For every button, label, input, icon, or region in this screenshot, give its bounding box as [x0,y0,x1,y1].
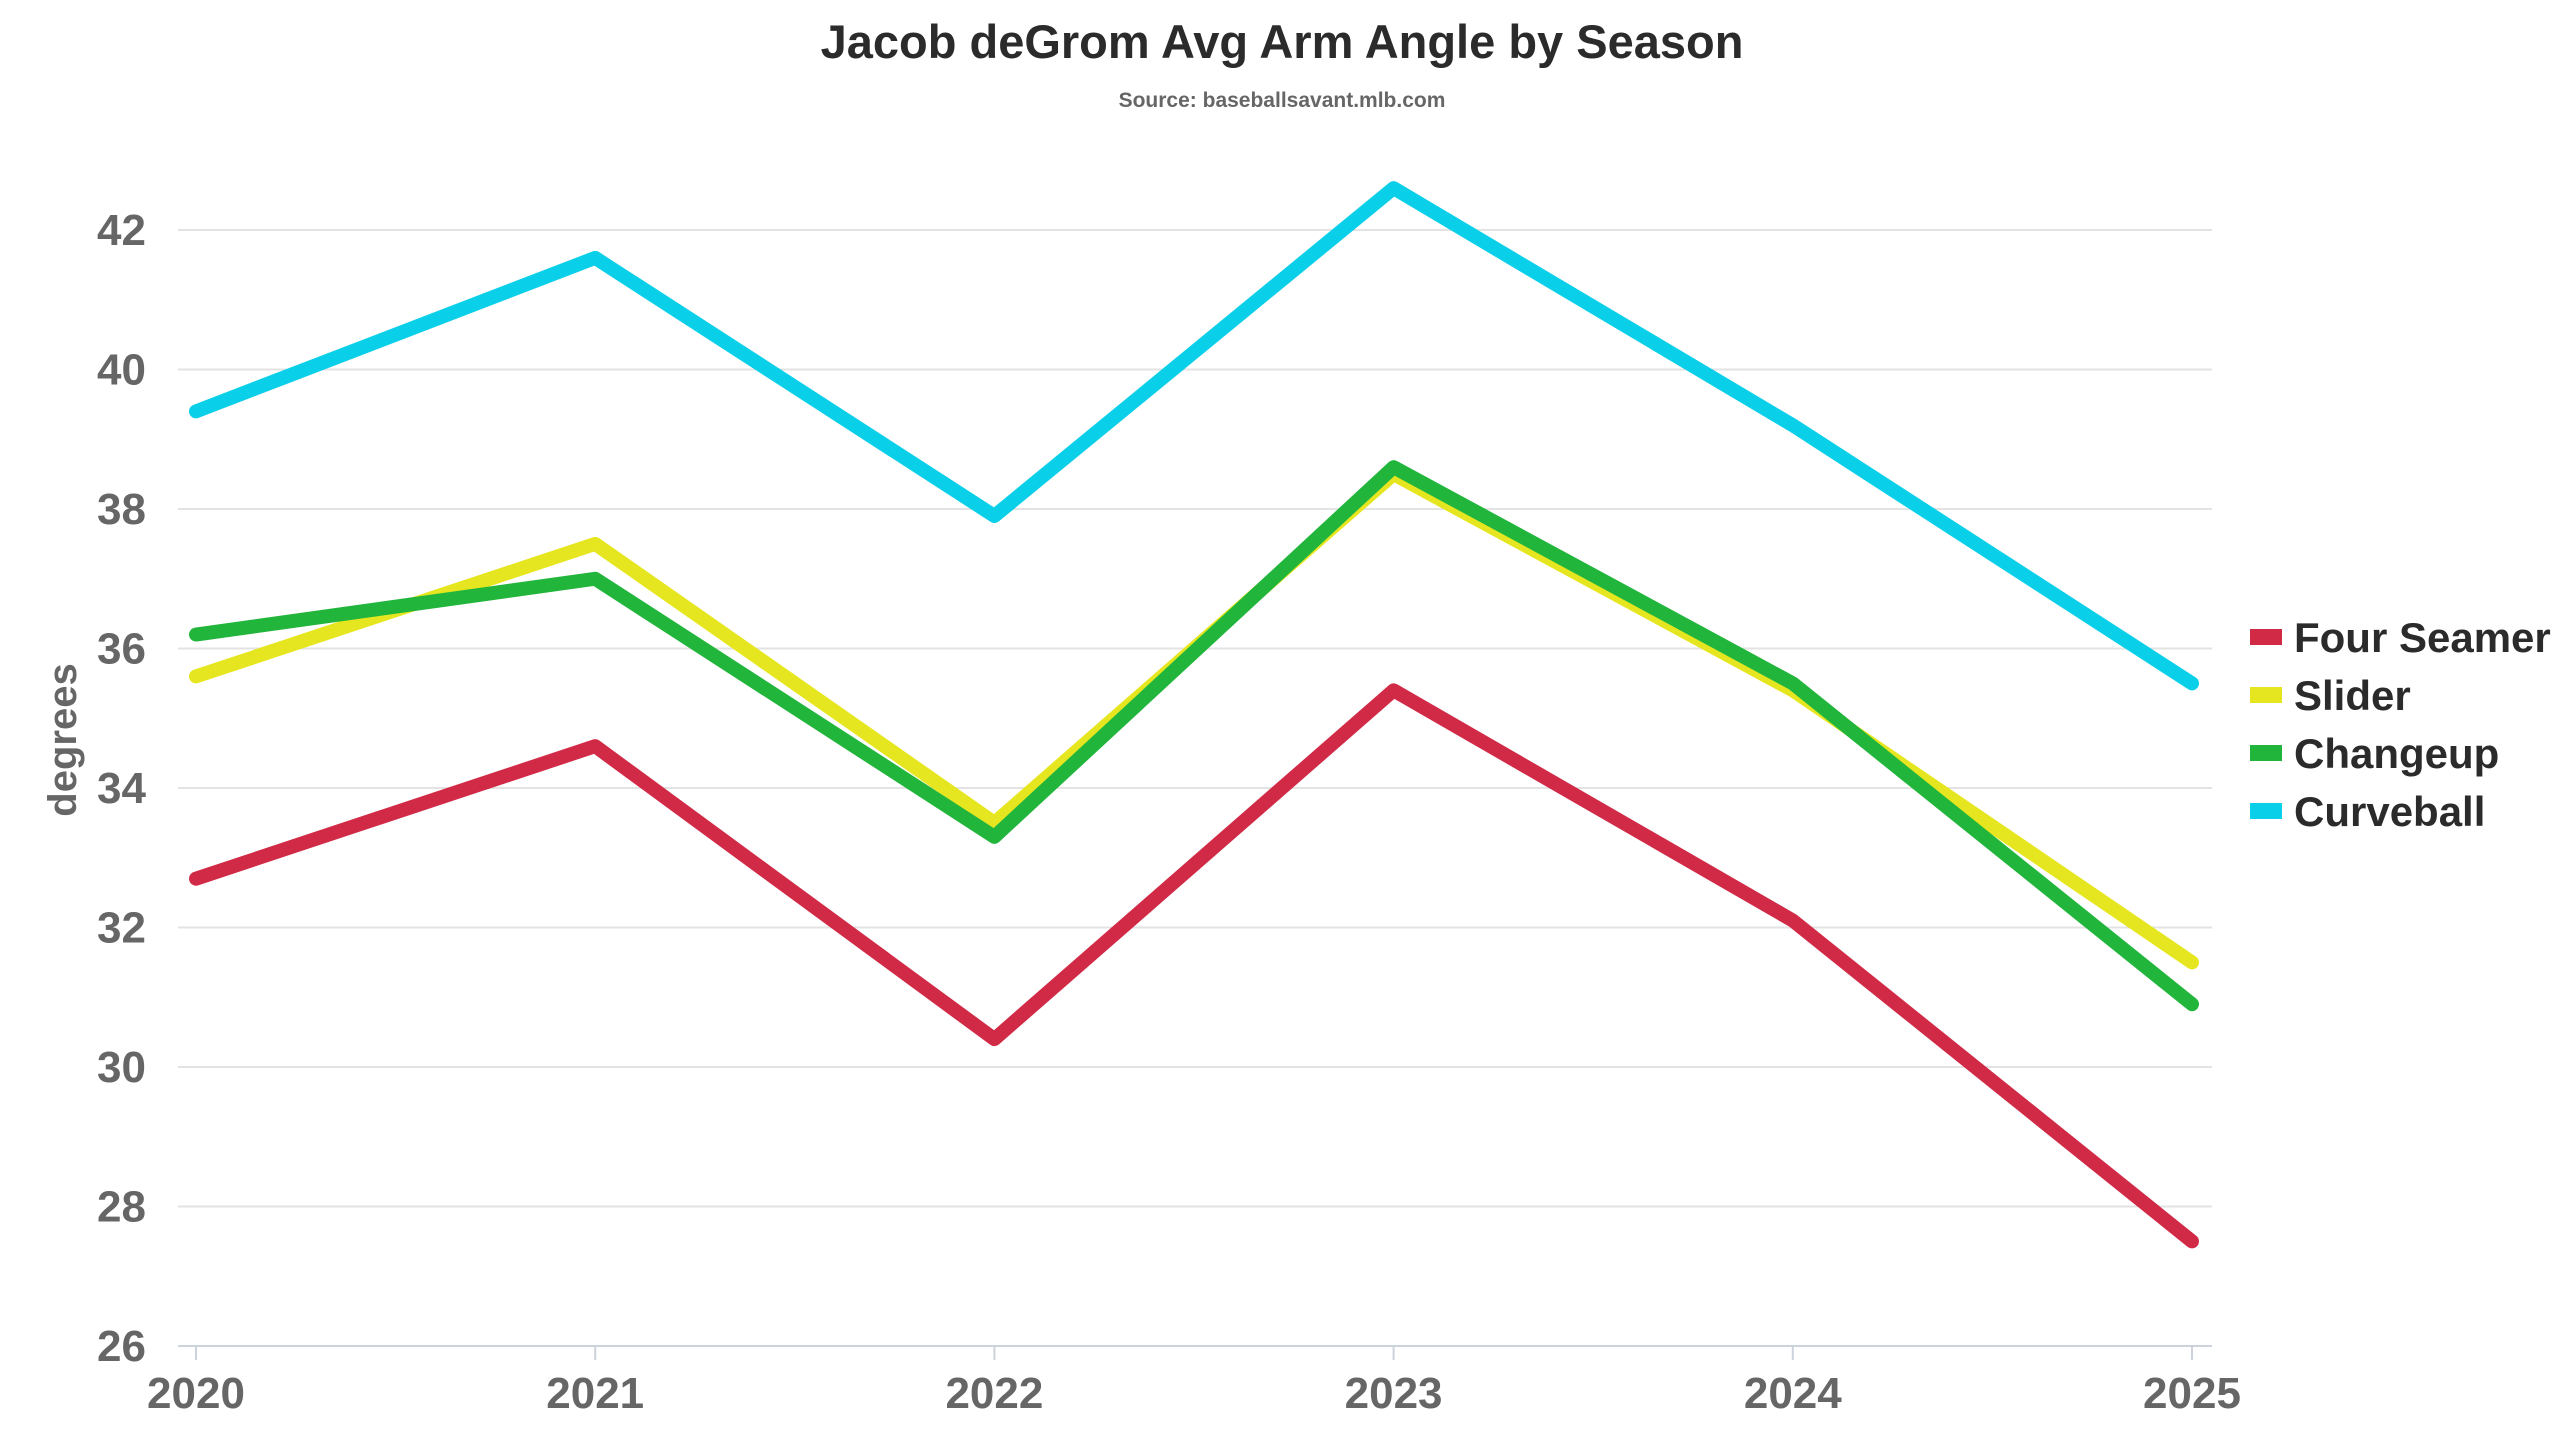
series-line-slider [189,467,2199,970]
y-tick-label: 32 [97,904,146,953]
x-tick-label: 2023 [1345,1369,1443,1418]
legend-swatch [2250,803,2282,819]
series-line-changeup [189,460,2199,1012]
y-tick-label: 26 [97,1322,146,1371]
legend-label: Slider [2294,672,2411,719]
legend-item-slider: Slider [2250,672,2411,719]
legend-item-changeup: Changeup [2250,730,2499,777]
x-tick-label: 2020 [147,1369,245,1418]
series-lines [189,181,2199,1249]
gridlines [178,229,2212,1208]
y-tick-label: 40 [97,346,146,395]
chart-subtitle: Source: baseballsavant.mlb.com [1119,89,1446,112]
x-tick-label: 2024 [1744,1369,1842,1418]
y-tick-label: 42 [97,206,146,255]
axes: 26 28 30 32 34 36 38 40 42 2020 2021 2022 2023 2024 20… [97,206,2241,1418]
legend-label: Curveball [2294,788,2485,835]
y-tick-label: 30 [97,1043,146,1092]
x-tick-label: 2025 [2143,1369,2241,1418]
legend: Four Seamer Slider Changeup Curveball [2250,614,2551,835]
legend-item-four-seamer: Four Seamer [2250,614,2551,661]
legend-swatch [2250,745,2282,761]
series-line-four-seamer [189,683,2199,1249]
x-tick-label: 2021 [546,1369,644,1418]
y-tick-label: 36 [97,625,146,674]
y-axis-title: degrees [41,663,85,816]
legend-item-curveball: Curveball [2250,788,2485,835]
y-tick-label: 38 [97,485,146,534]
legend-swatch [2250,687,2282,703]
chart-title: Jacob deGrom Avg Arm Angle by Season [821,15,1744,68]
legend-label: Four Seamer [2294,614,2551,661]
legend-swatch [2250,629,2282,645]
x-tick-label: 2022 [945,1369,1043,1418]
y-tick-label: 28 [97,1183,146,1232]
y-tick-label: 34 [97,764,146,813]
legend-label: Changeup [2294,730,2499,777]
series-line-curveball [189,181,2199,691]
